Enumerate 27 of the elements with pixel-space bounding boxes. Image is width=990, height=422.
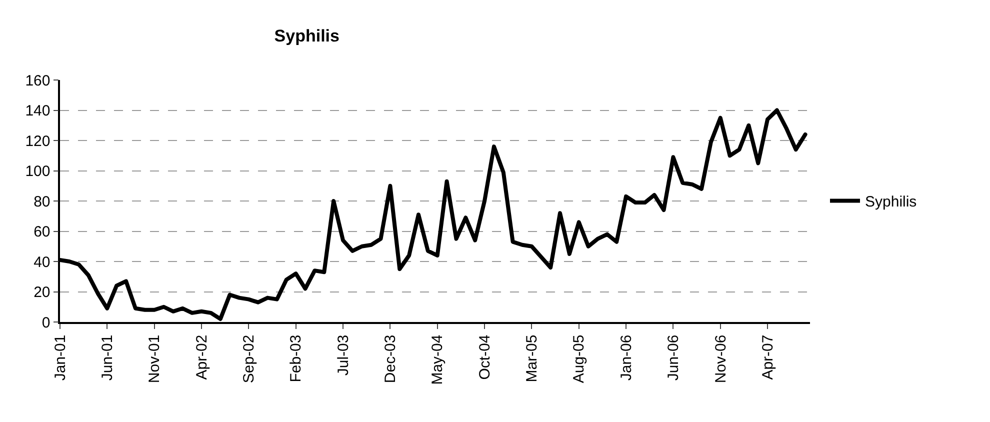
y-tick-label: 40 xyxy=(34,254,50,271)
chart-title: Syphilis xyxy=(274,26,340,46)
x-tick-label: Nov-06 xyxy=(712,334,730,384)
x-tick-label: Jan-01 xyxy=(52,334,69,381)
y-tick-label: 120 xyxy=(25,132,50,150)
legend-label: Syphilis xyxy=(865,194,917,211)
x-tick-label: Nov-01 xyxy=(146,334,164,384)
x-tick-label: Apr-07 xyxy=(759,334,776,380)
x-tick-label: Apr-02 xyxy=(193,334,210,380)
x-tick-label: Sep-02 xyxy=(240,334,258,384)
y-tick-label: 100 xyxy=(25,163,50,180)
x-tick-label: Oct-04 xyxy=(476,334,494,380)
y-tick-label: 0 xyxy=(42,314,50,332)
y-tick-label: 140 xyxy=(25,102,50,120)
x-tick-label: Jun-01 xyxy=(99,334,116,381)
x-tick-label: Aug-05 xyxy=(570,334,588,384)
x-tick-label: Dec-03 xyxy=(382,334,400,384)
x-tick-label: Jan-06 xyxy=(618,334,635,381)
y-tick-label: 60 xyxy=(34,224,50,240)
x-tick-label: May-04 xyxy=(429,334,446,385)
x-tick-label: Jul-03 xyxy=(334,334,352,376)
x-tick-label: Mar-05 xyxy=(524,334,541,382)
y-tick-label: 20 xyxy=(34,284,50,301)
y-tick-label: 160 xyxy=(25,72,50,90)
x-tick-label: Feb-03 xyxy=(288,334,305,382)
y-tick-label: 80 xyxy=(34,193,50,210)
x-tick-label: Jun-06 xyxy=(665,334,682,381)
